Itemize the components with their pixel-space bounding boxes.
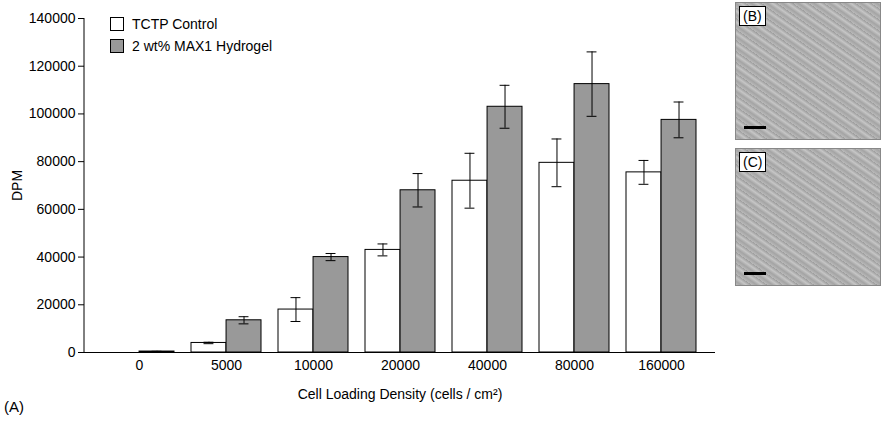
html-text:(A): (A) <box>4 398 24 415</box>
svg-text:80000: 80000 <box>37 153 76 169</box>
svg-text:80000: 80000 <box>555 357 594 373</box>
svg-text:0: 0 <box>136 357 144 373</box>
svg-text:40000: 40000 <box>37 249 76 265</box>
svg-text:Cell Loading Density (cells /: Cell Loading Density (cells / cm²) <box>298 386 503 402</box>
html-text:(B): (B) <box>743 8 762 24</box>
svg-text:100000: 100000 <box>29 105 76 121</box>
svg-text:10000: 10000 <box>294 357 333 373</box>
svg-text:DPM: DPM <box>9 170 25 201</box>
svg-text:0: 0 <box>68 344 76 360</box>
svg-text:60000: 60000 <box>37 201 76 217</box>
svg-text:120000: 120000 <box>29 58 76 74</box>
html-text:2 wt% MAX1 Hydrogel: 2 wt% MAX1 Hydrogel <box>132 38 273 54</box>
svg-text:5000: 5000 <box>211 357 242 373</box>
html-text:(C): (C) <box>743 154 763 170</box>
svg-text:40000: 40000 <box>468 357 507 373</box>
svg-text:20000: 20000 <box>381 357 420 373</box>
svg-text:160000: 160000 <box>638 357 685 373</box>
svg-text:140000: 140000 <box>29 10 76 26</box>
svg-text:20000: 20000 <box>37 296 76 312</box>
html-text:TCTP Control: TCTP Control <box>132 16 218 32</box>
